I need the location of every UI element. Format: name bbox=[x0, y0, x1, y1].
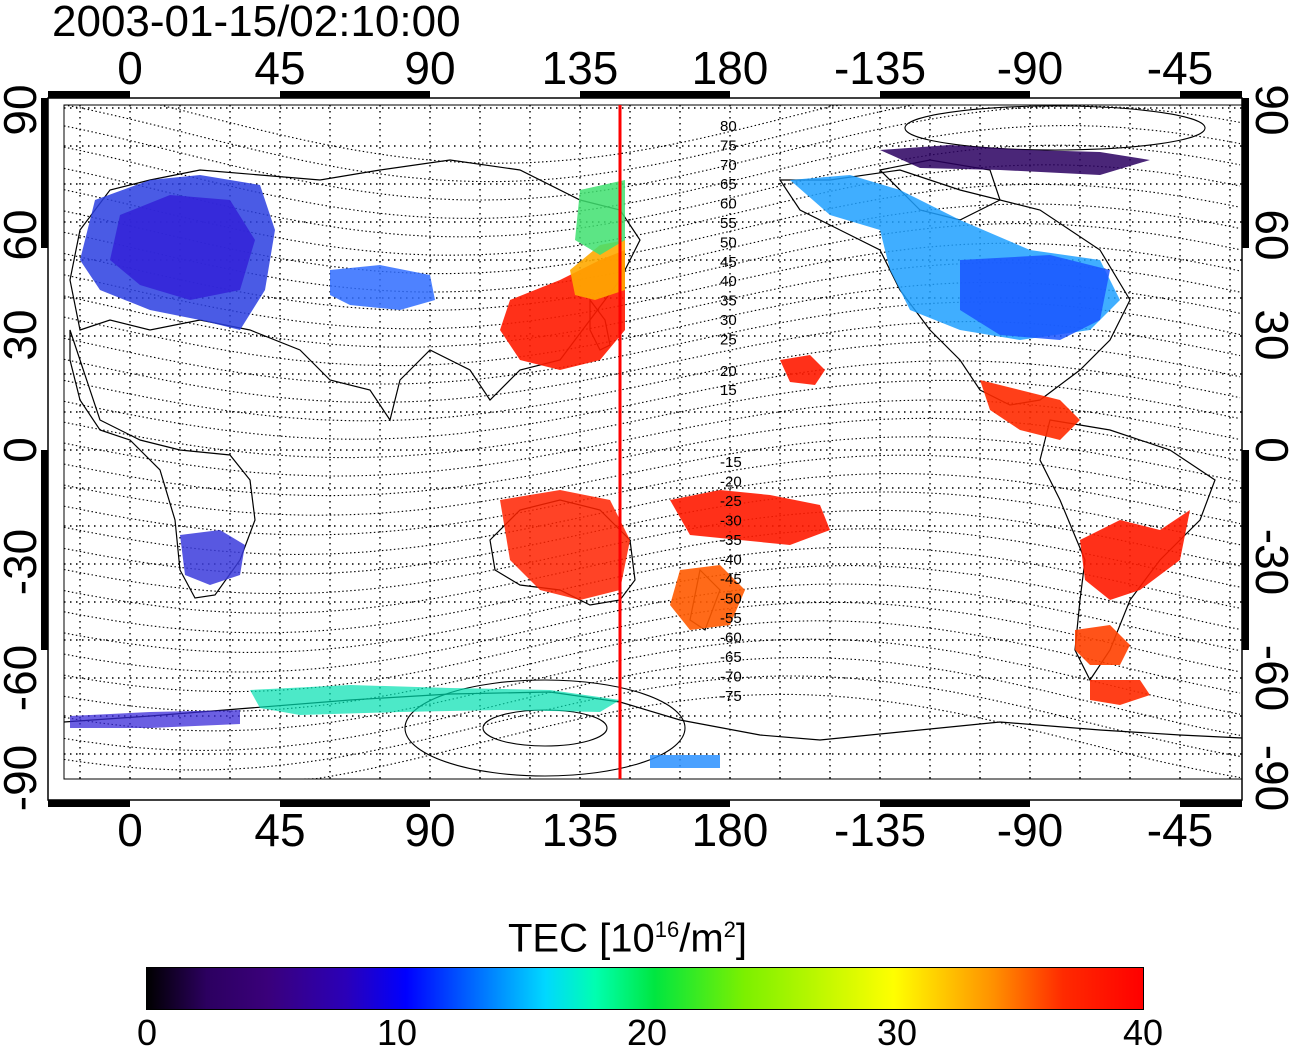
x-tick-top-45: 45 bbox=[254, 42, 305, 94]
mlat-label: 20 bbox=[720, 363, 737, 380]
mlat-label: -65 bbox=[720, 649, 742, 666]
tec-central-america bbox=[980, 380, 1080, 440]
mlat-label: 65 bbox=[720, 176, 737, 193]
colorbar-title-exponent-2: 2 bbox=[723, 917, 736, 942]
x-tick-bottom-45: 45 bbox=[254, 804, 305, 856]
colorbar-title-bracket: ] bbox=[735, 916, 748, 961]
x-tick-bottom-m90: -90 bbox=[997, 804, 1063, 856]
frame-ticks bbox=[41, 91, 1249, 807]
x-tick-top-m45: -45 bbox=[1147, 42, 1213, 94]
x-tick-bottom-135: 135 bbox=[542, 804, 619, 856]
x-tick-bottom-0: 0 bbox=[117, 804, 143, 856]
mlat-label: 30 bbox=[720, 312, 737, 329]
mlat-label: 70 bbox=[720, 157, 737, 174]
x-tick-labels-bottom: 0 45 90 135 180 -135 -90 -45 bbox=[117, 804, 1213, 856]
plot-area bbox=[63, 104, 1243, 780]
mlat-label: -70 bbox=[720, 669, 742, 686]
y-tick-labels-right: 90 60 30 0 -30 -60 -90 bbox=[1246, 84, 1292, 811]
colorbar bbox=[146, 967, 1144, 1010]
tec-hawaii bbox=[780, 355, 825, 385]
x-tick-bottom-90: 90 bbox=[404, 804, 455, 856]
mlat-label: -25 bbox=[720, 493, 742, 510]
y-tick-right-90: 90 bbox=[1246, 84, 1292, 135]
tec-data bbox=[70, 145, 1190, 768]
colorbar-label-10: 10 bbox=[376, 1012, 418, 1053]
tec-argentina bbox=[1075, 625, 1130, 665]
y-tick-left-0: 0 bbox=[0, 437, 46, 463]
tec-nz bbox=[670, 565, 745, 630]
x-tick-top-m135: -135 bbox=[834, 42, 926, 94]
y-tick-left-30: 30 bbox=[0, 309, 46, 360]
x-tick-top-90: 90 bbox=[404, 42, 455, 94]
x-tick-labels-top: 0 45 90 135 180 -135 -90 -45 bbox=[117, 42, 1213, 94]
y-tick-right-0: 0 bbox=[1246, 437, 1292, 463]
coast-europe-africa bbox=[69, 329, 256, 599]
colorbar-label-40: 40 bbox=[1122, 1012, 1164, 1053]
colorbar-title-text: TEC [10 bbox=[508, 916, 655, 961]
mlat-label: -60 bbox=[720, 630, 742, 647]
y-tick-labels-left: 90 60 30 0 -30 -60 -90 bbox=[0, 84, 46, 811]
tec-usa-east bbox=[960, 255, 1110, 340]
colorbar-label-30: 30 bbox=[876, 1012, 918, 1053]
colorbar-label-20: 20 bbox=[626, 1012, 668, 1053]
x-tick-bottom-m45: -45 bbox=[1147, 804, 1213, 856]
magnetic-latitude-labels: 80 75 70 65 60 55 50 45 40 35 30 25 20 15 -15 -20 -25 -30… bbox=[720, 118, 742, 705]
tec-central-asia bbox=[330, 265, 435, 310]
tec-ross-sea bbox=[650, 755, 720, 768]
mlat-label: 60 bbox=[720, 196, 737, 213]
colorbar-label-0: 0 bbox=[136, 1012, 158, 1053]
y-tick-right-m90: -90 bbox=[1246, 745, 1292, 811]
mlat-label: 50 bbox=[720, 234, 737, 251]
y-tick-right-m30: -30 bbox=[1246, 529, 1292, 595]
mlat-label: 75 bbox=[720, 137, 737, 154]
y-tick-left-90: 90 bbox=[0, 84, 46, 135]
mlat-label: -45 bbox=[720, 571, 742, 588]
tec-europe-core bbox=[110, 195, 255, 300]
y-tick-left-60: 60 bbox=[0, 209, 46, 260]
tec-kamchatka bbox=[575, 180, 625, 255]
mlat-label: 55 bbox=[720, 215, 737, 232]
colorbar-title-exponent: 16 bbox=[654, 917, 680, 942]
mlat-label: 40 bbox=[720, 273, 737, 290]
colorbar-title: TEC [1016/m2] bbox=[508, 906, 747, 962]
mlat-label: 15 bbox=[720, 382, 737, 399]
x-tick-bottom-180: 180 bbox=[692, 804, 769, 856]
mlat-label: -50 bbox=[720, 591, 742, 608]
x-tick-top-135: 135 bbox=[542, 42, 619, 94]
mlat-label: 45 bbox=[720, 254, 737, 271]
mlat-label: -30 bbox=[720, 513, 742, 530]
y-tick-right-30: 30 bbox=[1246, 309, 1292, 360]
mlat-label: 25 bbox=[720, 331, 737, 348]
mlat-label: -75 bbox=[720, 688, 742, 705]
x-tick-top-180: 180 bbox=[692, 42, 769, 94]
tec-map: 0 45 90 135 180 -135 -90 -45 0 45 90 135… bbox=[0, 42, 1292, 856]
tec-pacific-south bbox=[670, 490, 830, 545]
mlat-label: 80 bbox=[720, 118, 737, 135]
mlat-label: 35 bbox=[720, 293, 737, 310]
mlat-label: -35 bbox=[720, 532, 742, 549]
tec-antarctica-band bbox=[250, 685, 620, 715]
mlat-label: -15 bbox=[720, 454, 742, 471]
mlat-label: -40 bbox=[720, 552, 742, 569]
x-tick-top-0: 0 bbox=[117, 42, 143, 94]
tec-arctic-north bbox=[880, 145, 1150, 175]
y-tick-left-m90: -90 bbox=[0, 745, 46, 811]
y-tick-right-60: 60 bbox=[1246, 209, 1292, 260]
tec-australia bbox=[500, 490, 630, 600]
map-title: 2003-01-15/02:10:00 bbox=[52, 0, 461, 46]
graticule bbox=[64, 105, 1242, 779]
y-tick-left-m60: -60 bbox=[0, 645, 46, 711]
y-tick-left-m30: -30 bbox=[0, 529, 46, 595]
tec-south-africa bbox=[180, 530, 245, 585]
mlat-label: -55 bbox=[720, 610, 742, 627]
colorbar-title-unit: /m bbox=[679, 916, 724, 961]
x-tick-bottom-m135: -135 bbox=[834, 804, 926, 856]
tec-tierra-del-fuego bbox=[1090, 680, 1150, 705]
tec-antarctica-west bbox=[70, 710, 240, 728]
y-tick-right-m60: -60 bbox=[1246, 645, 1292, 711]
tec-south-america bbox=[1080, 510, 1190, 600]
tec-japan-gradient bbox=[570, 240, 625, 300]
mlat-label: -20 bbox=[720, 474, 742, 491]
x-tick-top-m90: -90 bbox=[997, 42, 1063, 94]
